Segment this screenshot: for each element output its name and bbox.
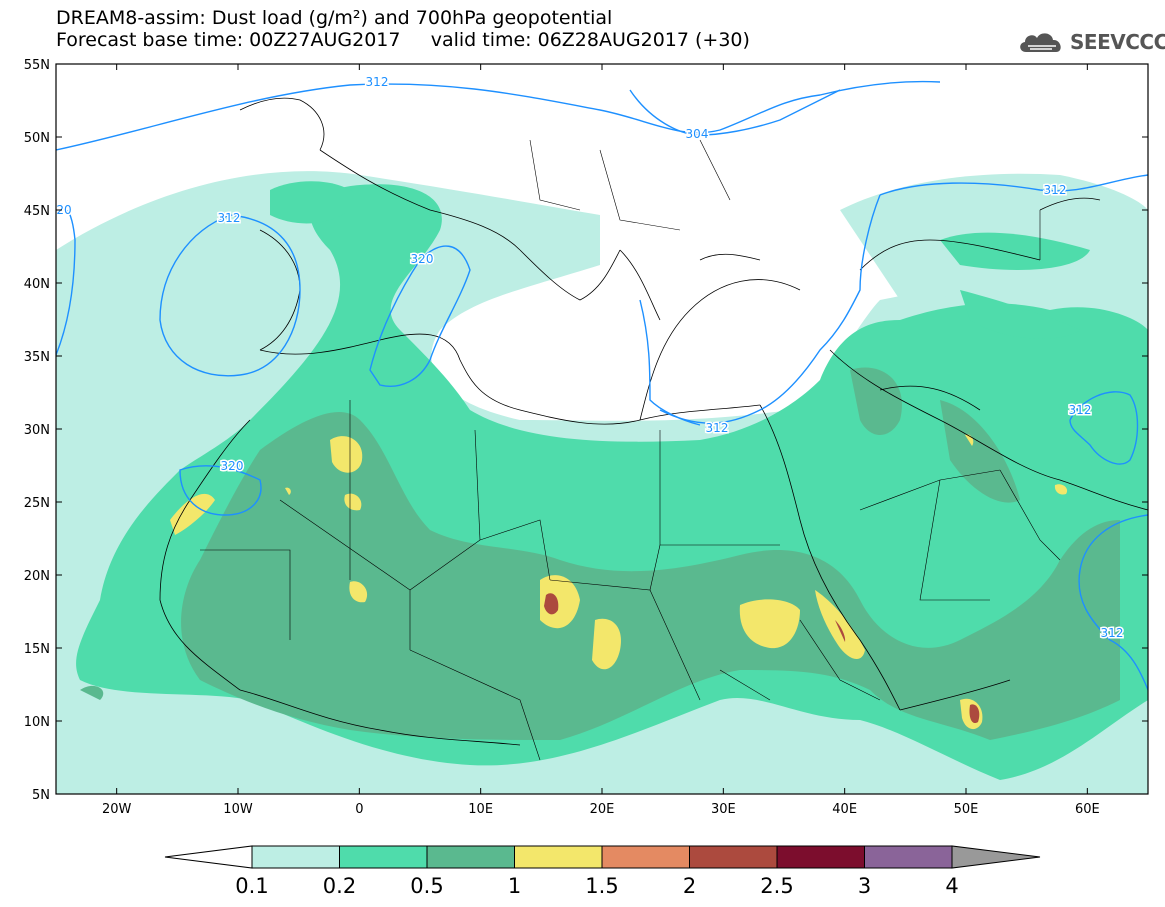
lon-label: 50E xyxy=(954,802,979,817)
colorbar-tick-label: 1 xyxy=(508,874,521,898)
contour-label: 312 xyxy=(218,211,241,225)
seevccc-logo: SEEVCCC xyxy=(1016,26,1165,58)
lat-label: 40N xyxy=(24,277,50,292)
map-title: DREAM8-assim: Dust load (g/m²) and 700hP… xyxy=(56,7,613,29)
lon-label: 30E xyxy=(711,802,736,817)
lon-label: 0 xyxy=(355,802,363,817)
base-time: Forecast base time: 00Z27AUG2017 xyxy=(56,29,401,51)
contour-label: 312 xyxy=(1069,403,1092,417)
contour-label: 312 xyxy=(366,75,389,89)
country-borders xyxy=(200,139,1061,761)
contour-label: 312 xyxy=(1101,626,1124,640)
colorbar-segment xyxy=(514,845,603,869)
dust-field-0.5 xyxy=(80,367,1120,740)
valid-time: valid time: 06Z28AUG2017 (+30) xyxy=(430,29,750,51)
lon-label: 20W xyxy=(102,802,132,817)
forecast-times: Forecast base time: 00Z27AUG2017 valid t… xyxy=(56,30,750,50)
colorbar-segment xyxy=(339,845,428,869)
lon-label: 60E xyxy=(1075,802,1100,817)
contour-label: 312 xyxy=(706,421,729,435)
logo-text: SEEVCCC xyxy=(1070,30,1165,54)
contour-label: 20 xyxy=(56,203,71,217)
colorbar-segment xyxy=(426,845,515,869)
colorbar-tick-label: 0.1 xyxy=(235,874,268,898)
contour-label: 304 xyxy=(686,127,709,141)
contour-label: 320 xyxy=(411,252,434,266)
lon-label: 20E xyxy=(590,802,615,817)
lat-label: 10N xyxy=(24,715,50,730)
lat-label: 45N xyxy=(24,204,50,219)
colorbar-tick-label: 2 xyxy=(683,874,696,898)
lat-label: 35N xyxy=(24,350,50,365)
lat-label: 20N xyxy=(24,569,50,584)
dust-field-1 xyxy=(170,434,1068,730)
colorbar-tick-label: 4 xyxy=(945,874,958,898)
colorbar-tick-label: 3 xyxy=(858,874,871,898)
lon-label: 10W xyxy=(223,802,253,817)
lat-label: 50N xyxy=(24,131,50,146)
colorbar-tick-label: 0.2 xyxy=(323,874,356,898)
geopotential-contours xyxy=(56,80,1148,691)
colorbar-tick-label: 2.5 xyxy=(760,874,793,898)
lon-label: 40E xyxy=(832,802,857,817)
colorbar-segment xyxy=(864,845,953,869)
colorbar-segment xyxy=(689,845,778,869)
colorbar-segment xyxy=(601,845,690,869)
lat-label: 30N xyxy=(24,423,50,438)
colorbar-tick-label: 0.5 xyxy=(410,874,443,898)
lat-label: 5N xyxy=(32,788,50,803)
lat-label: 55N xyxy=(24,58,50,73)
colorbar-segment xyxy=(776,845,865,869)
lat-label: 15N xyxy=(24,642,50,657)
lon-axis: 20W 10W 0 10E 20E 30E 40E 50E 60E xyxy=(102,64,1100,817)
cloud-icon xyxy=(1020,33,1061,52)
contour-label: 312 xyxy=(1044,183,1067,197)
dust-field-2 xyxy=(544,593,980,724)
colorbar-segment xyxy=(251,845,340,869)
colorbar-tick-label: 1.5 xyxy=(585,874,618,898)
contour-labels: 312 304 312 320 312 320 312 312 312 20 xyxy=(56,74,1125,642)
lat-label: 25N xyxy=(24,496,50,511)
contour-label: 320 xyxy=(221,459,244,473)
lat-axis: 55N 50N 45N 40N 35N 30N 25N 20N 15N 10N 5N xyxy=(24,58,1148,803)
colorbar-upper-extension xyxy=(951,845,1041,869)
colorbar-lower-extension xyxy=(164,845,253,869)
lon-label: 10E xyxy=(468,802,493,817)
